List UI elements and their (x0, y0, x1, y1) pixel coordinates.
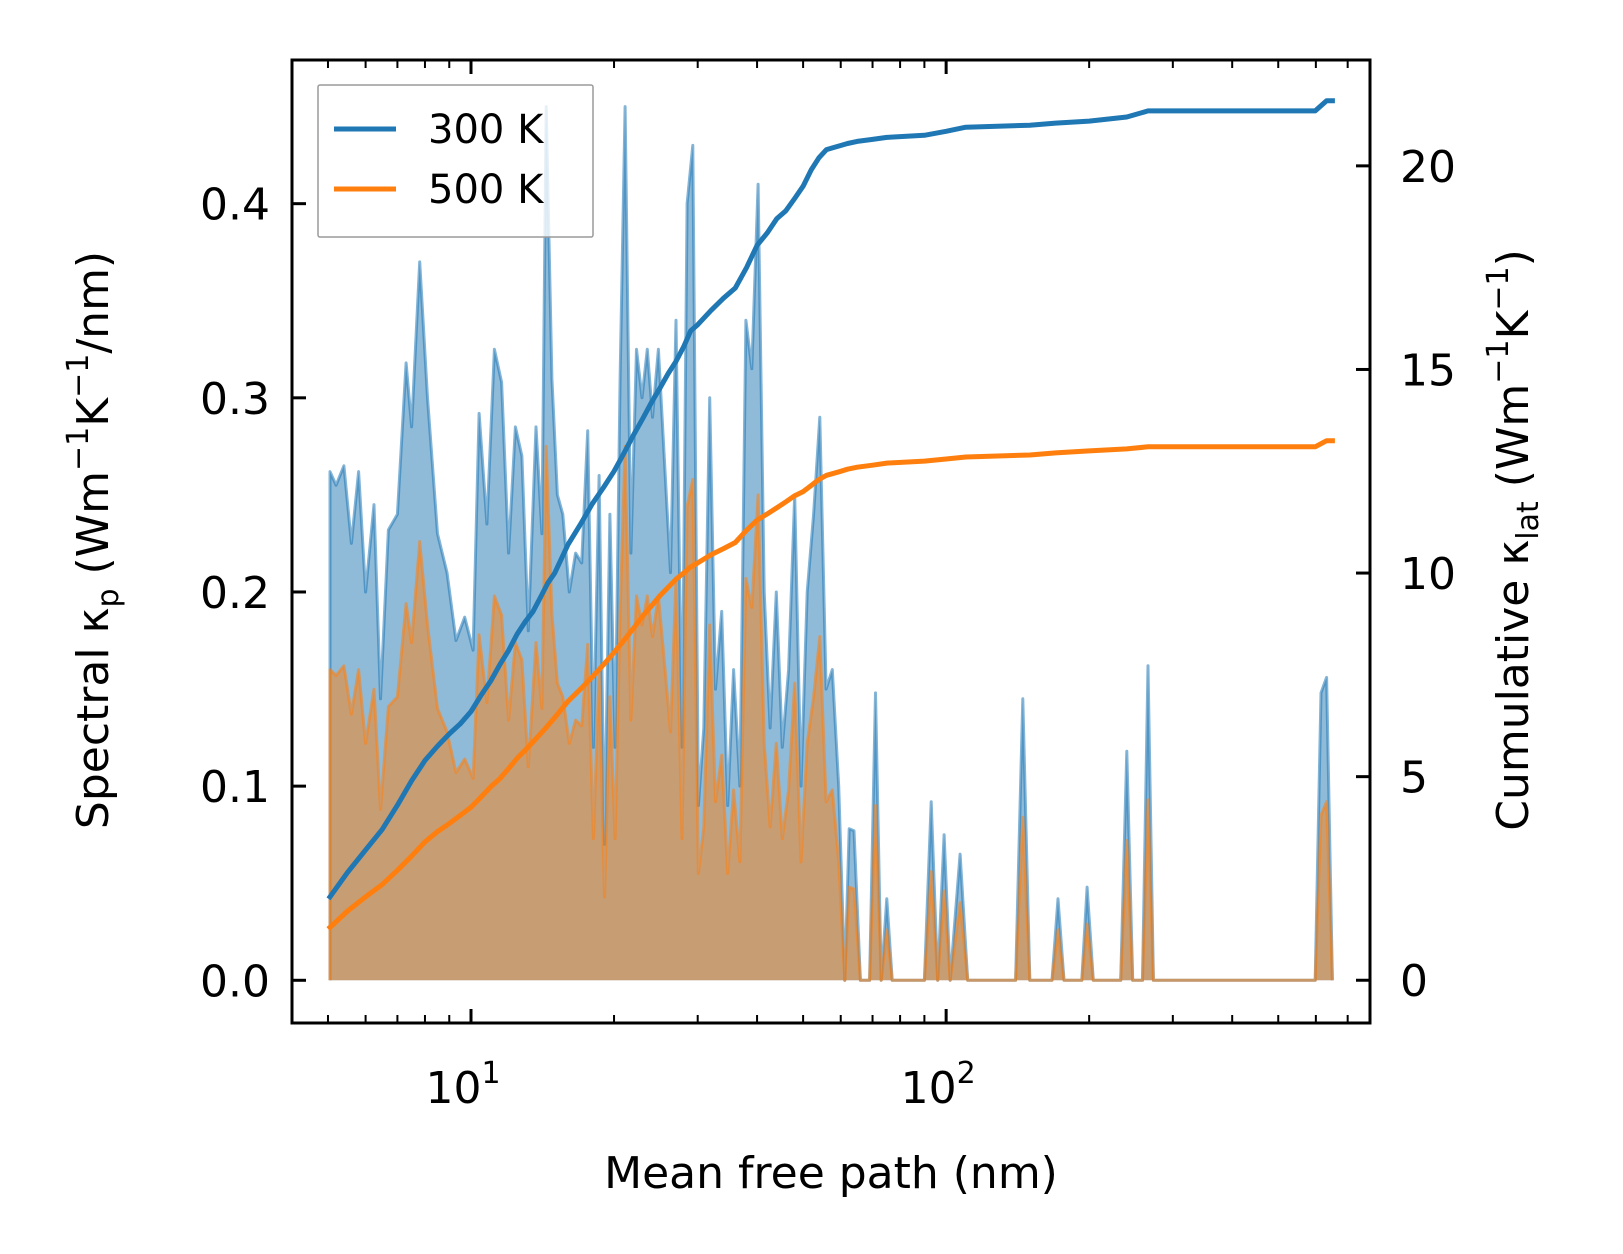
legend-label: 500 K (428, 167, 545, 213)
cumulative-line-500k (326, 438, 1335, 931)
x-tick-exponent: 1 (481, 1056, 500, 1091)
plot-frame (290, 58, 1372, 1025)
axes (290, 58, 1372, 1025)
y-right-axis-label-subscript: lat (1511, 501, 1546, 540)
x-tick-exponent: 2 (957, 1056, 976, 1091)
plot-content (326, 98, 1335, 982)
y-right-axis-label-units: (Wm (1488, 384, 1539, 502)
cumulative-line-300k (326, 98, 1335, 901)
y-left-axis-label-sup1: −1 (61, 427, 96, 471)
y-right-tick-label: 0 (1400, 956, 1428, 1007)
y-left-axis-label-units: (Wm (68, 471, 119, 589)
y-left-axis-label-k: K (68, 397, 119, 427)
y-left-axis-label-subscript: p (91, 588, 126, 607)
y-right-tick-label: 20 (1400, 142, 1456, 193)
y-left-tick-label: 0.1 (200, 762, 270, 813)
y-left-tick-label: 0.4 (200, 180, 270, 231)
spectral-outline-500k (328, 444, 1334, 982)
y-right-axis-label: Cumulative κlat (Wm−1K−1) (1481, 249, 1546, 831)
y-right-axis-label-sup1: −1 (1481, 339, 1516, 383)
legend-box (317, 84, 594, 238)
x-axis-label: Mean free path (nm) (604, 1148, 1058, 1199)
y-left-tick-label: 0.2 (200, 568, 270, 619)
y-left-tick-label: 0.3 (200, 374, 270, 425)
y-right-axis-label-main: Cumulative κ (1488, 540, 1539, 831)
y-right-tick-label: 15 (1400, 345, 1456, 396)
y-right-axis-label-tail: ) (1488, 249, 1539, 266)
y-right-tick-label: 5 (1400, 753, 1428, 804)
y-left-axis-label-tail: /nm) (68, 251, 119, 354)
y-left-axis-label: Spectral κp (Wm−1K−1/nm) (61, 251, 126, 829)
plot-area (326, 98, 1335, 982)
y-left-axis-label-sup2: −1 (61, 354, 96, 398)
y-left-axis-label-main: Spectral κ (68, 608, 119, 830)
y-right-axis-label-k: K (1488, 309, 1539, 339)
y-left-tick-label: 0.0 (200, 956, 270, 1007)
legend: 300 K 500 K (317, 84, 594, 238)
y-right-tick-label: 10 (1400, 549, 1456, 600)
y-right-axis-label-sup2: −1 (1481, 266, 1516, 310)
legend-label: 300 K (428, 107, 545, 153)
spectral-area-500k (330, 446, 1333, 981)
